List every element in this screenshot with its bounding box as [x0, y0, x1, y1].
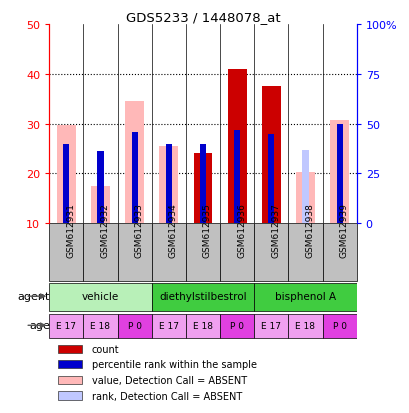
- Bar: [267, 134, 274, 224]
- Text: bisphenol A: bisphenol A: [274, 292, 335, 301]
- Bar: [288, 314, 322, 338]
- Bar: [57, 125, 76, 224]
- Text: E 17: E 17: [56, 321, 76, 330]
- Bar: [322, 224, 356, 282]
- Text: GSM612937: GSM612937: [271, 202, 280, 257]
- Bar: [199, 144, 205, 224]
- Bar: [125, 102, 144, 224]
- Bar: [97, 151, 103, 224]
- Text: GSM612933: GSM612933: [134, 202, 143, 257]
- Bar: [261, 87, 280, 224]
- Text: E 17: E 17: [261, 321, 281, 330]
- Bar: [329, 120, 348, 224]
- Bar: [185, 314, 220, 338]
- Bar: [58, 360, 82, 368]
- Bar: [288, 224, 322, 282]
- Text: age: age: [29, 320, 50, 330]
- Bar: [117, 314, 151, 338]
- Text: agent: agent: [18, 292, 50, 301]
- Bar: [302, 150, 308, 224]
- Bar: [159, 147, 178, 224]
- Text: GSM612938: GSM612938: [305, 202, 314, 257]
- Text: P 0: P 0: [229, 321, 243, 330]
- Text: E 17: E 17: [158, 321, 178, 330]
- Bar: [193, 153, 212, 224]
- Text: E 18: E 18: [193, 321, 212, 330]
- Bar: [336, 126, 342, 224]
- Bar: [58, 376, 82, 384]
- Text: GSM612931: GSM612931: [66, 202, 75, 257]
- Bar: [322, 314, 356, 338]
- Text: GSM612932: GSM612932: [100, 202, 109, 257]
- Text: value, Detection Call = ABSENT: value, Detection Call = ABSENT: [92, 375, 246, 385]
- Bar: [220, 224, 254, 282]
- Bar: [254, 224, 288, 282]
- Bar: [336, 124, 342, 224]
- Bar: [58, 345, 82, 354]
- Text: GSM612936: GSM612936: [236, 202, 245, 257]
- Bar: [117, 224, 151, 282]
- Text: diethylstilbestrol: diethylstilbestrol: [159, 292, 246, 301]
- Bar: [234, 130, 240, 224]
- Bar: [151, 224, 185, 282]
- Text: E 18: E 18: [90, 321, 110, 330]
- Bar: [254, 314, 288, 338]
- Text: GSM612939: GSM612939: [339, 202, 348, 257]
- Text: E 18: E 18: [295, 321, 315, 330]
- Bar: [83, 314, 117, 338]
- Text: P 0: P 0: [127, 321, 141, 330]
- Text: vehicle: vehicle: [82, 292, 119, 301]
- Bar: [58, 392, 82, 400]
- Bar: [151, 283, 254, 311]
- Bar: [49, 314, 83, 338]
- Bar: [227, 69, 246, 224]
- Bar: [151, 314, 185, 338]
- Bar: [91, 187, 110, 224]
- Text: count: count: [92, 344, 119, 354]
- Title: GDS5233 / 1448078_at: GDS5233 / 1448078_at: [125, 11, 280, 24]
- Bar: [49, 224, 83, 282]
- Bar: [83, 224, 117, 282]
- Bar: [185, 224, 220, 282]
- Text: GSM612935: GSM612935: [202, 202, 211, 257]
- Bar: [63, 144, 69, 224]
- Text: percentile rank within the sample: percentile rank within the sample: [92, 359, 256, 369]
- Bar: [295, 173, 314, 224]
- Bar: [220, 314, 254, 338]
- Bar: [254, 283, 356, 311]
- Bar: [165, 144, 171, 224]
- Text: GSM612934: GSM612934: [169, 202, 178, 257]
- Text: P 0: P 0: [332, 321, 346, 330]
- Bar: [49, 283, 151, 311]
- Bar: [131, 132, 137, 224]
- Text: rank, Detection Call = ABSENT: rank, Detection Call = ABSENT: [92, 391, 241, 401]
